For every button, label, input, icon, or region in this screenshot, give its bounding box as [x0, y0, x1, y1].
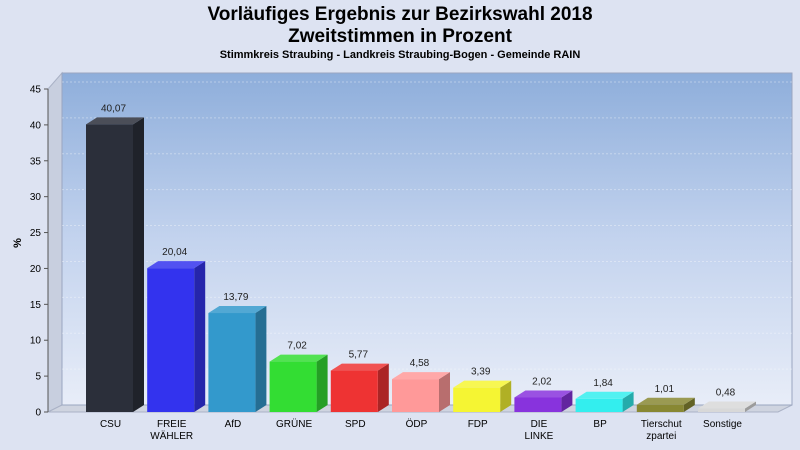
bar-side	[133, 117, 144, 412]
bar-side	[561, 390, 573, 412]
category-label: SPD	[345, 419, 366, 430]
category-label: DIE	[531, 419, 548, 430]
bar-side	[622, 391, 634, 412]
bar-top	[86, 117, 144, 125]
y-tick-label: 20	[30, 264, 42, 275]
bar-9: 1,01	[636, 384, 695, 412]
plot-side-wall	[47, 71, 63, 413]
bar-value-label: 40,07	[101, 103, 126, 114]
bar-top	[575, 391, 634, 399]
bar-side	[316, 354, 328, 412]
y-axis-label: %	[12, 238, 24, 248]
y-tick-label: 30	[30, 192, 42, 203]
bar-value-label: 0,48	[716, 388, 736, 399]
bar-value-label: 1,01	[655, 384, 675, 395]
category-label: FREIE	[157, 419, 187, 430]
bar-side	[745, 401, 756, 412]
bar-front	[269, 361, 317, 412]
bar-value-label: 13,79	[223, 292, 248, 303]
bar-3: 7,02	[269, 341, 328, 412]
y-tick-label: 40	[30, 120, 42, 131]
bar-front	[147, 268, 195, 412]
bar-front	[392, 379, 439, 412]
bar-top	[392, 372, 450, 380]
category-label: Tierschut	[641, 419, 682, 430]
bar-value-label: 1,84	[593, 378, 613, 389]
bar-top	[208, 306, 267, 314]
bar-7: 2,02	[514, 377, 573, 412]
bar-front	[698, 408, 745, 412]
bar-top	[269, 354, 328, 362]
bar-5: 4,58	[392, 358, 450, 412]
bar-side	[439, 372, 450, 412]
chart-title: Vorläufiges Ergebnis zur Bezirkswahl 201…	[0, 4, 800, 48]
y-tick-label: 25	[30, 228, 42, 239]
bar-top	[514, 390, 573, 398]
category-label: ÖDP	[406, 418, 428, 430]
bar-front	[636, 404, 684, 412]
bar-side	[683, 397, 695, 412]
chart-title-line1: Vorläufiges Ergebnis zur Bezirkswahl 201…	[207, 4, 593, 25]
bar-value-label: 7,02	[287, 341, 307, 352]
y-ticks: 0 5 10 15 20 25 30 35 40 45	[30, 85, 48, 419]
bar-4: 5,77	[330, 350, 389, 412]
bar-side	[500, 380, 512, 412]
y-tick-label: 15	[30, 300, 42, 311]
category-label: LINKE	[524, 431, 553, 442]
y-tick-label: 0	[35, 408, 41, 419]
bar-8: 1,84	[575, 378, 634, 412]
category-label: Sonstige	[703, 419, 742, 430]
bar-top	[147, 261, 206, 269]
bar-side	[377, 363, 389, 412]
bar-value-label: 2,02	[532, 377, 552, 388]
bar-front	[575, 398, 623, 412]
category-label: CSU	[100, 419, 121, 430]
bar-top	[698, 401, 756, 409]
bar-2: 13,79	[208, 292, 267, 412]
bar-1: 20,04	[147, 247, 206, 412]
bar-value-label: 5,77	[349, 350, 369, 361]
bar-side	[194, 261, 206, 412]
bar-6: 3,39	[453, 367, 512, 412]
category-label: BP	[593, 419, 607, 430]
category-label: AfD	[225, 419, 242, 430]
category-label: GRÜNE	[276, 418, 312, 430]
bar-value-label: 3,39	[471, 367, 491, 378]
bar-front	[86, 124, 133, 412]
bar-10: 0,48	[698, 388, 756, 412]
bar-value-label: 4,58	[410, 358, 430, 369]
bar-side	[255, 306, 267, 412]
category-label: FDP	[468, 419, 488, 430]
y-tick-label: 5	[35, 372, 41, 383]
bar-top	[330, 363, 389, 371]
bar-value-label: 20,04	[162, 247, 187, 258]
bar-top	[636, 397, 695, 405]
chart-subtitle: Stimmkreis Straubing - Landkreis Straubi…	[219, 49, 581, 61]
bars: 40,07 20,04 13,79 7,02 5,77 4,58 3,39 2,02 1,84 1…	[86, 103, 756, 412]
category-label: WÄHLER	[150, 430, 193, 442]
bar-front	[208, 313, 256, 412]
bar-0: 40,07	[86, 103, 144, 412]
y-tick-label: 45	[30, 85, 42, 96]
bar-front	[330, 370, 378, 412]
bar-top	[453, 380, 512, 388]
bar-front	[453, 387, 501, 412]
y-tick-label: 10	[30, 336, 42, 347]
chart-title-line2: Zweitstimmen in Prozent	[288, 26, 512, 47]
bar-front	[514, 397, 562, 412]
y-tick-label: 35	[30, 156, 42, 167]
category-label: zpartei	[646, 431, 676, 442]
